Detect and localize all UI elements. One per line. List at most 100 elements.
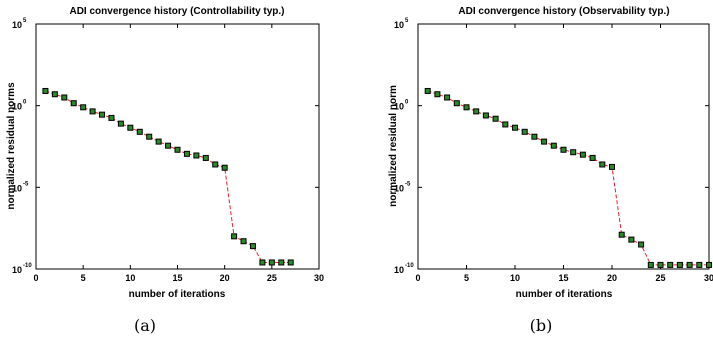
x-tick-label: 15	[172, 273, 182, 283]
chart-title: ADI convergence history (Controllability…	[69, 6, 284, 17]
data-point	[165, 142, 172, 149]
data-point	[609, 163, 615, 170]
y-tick-label: 10	[394, 265, 404, 275]
data-point	[473, 108, 480, 115]
data-point	[70, 100, 77, 107]
data-point	[117, 120, 124, 127]
data-point	[61, 94, 68, 101]
data-point	[221, 164, 228, 171]
x-tick-label: 10	[510, 273, 520, 283]
y-tick-exponent: 5	[405, 18, 409, 24]
data-point	[521, 128, 528, 135]
x-tick-label: 10	[125, 273, 135, 283]
series-line	[45, 90, 291, 263]
data-point	[541, 138, 548, 145]
y-tick-exponent: 0	[23, 100, 27, 106]
data-point	[686, 261, 693, 268]
data-point	[647, 261, 654, 268]
y-tick-label: 10	[394, 20, 404, 30]
data-point	[127, 124, 134, 131]
y-tick-exponent: -10	[23, 263, 32, 269]
data-point	[146, 133, 153, 140]
data-point	[502, 121, 509, 128]
data-point	[424, 87, 431, 94]
data-point	[482, 112, 489, 119]
x-axis-label: number of iterations	[129, 289, 226, 300]
data-point	[550, 142, 557, 149]
data-point	[531, 133, 538, 140]
data-point	[193, 152, 200, 159]
data-point	[51, 91, 58, 98]
x-tick-label: 0	[415, 273, 420, 283]
data-point	[657, 261, 664, 268]
data-point	[202, 154, 209, 161]
data-point	[99, 111, 106, 118]
x-axis: 0 5 10 15 20 25 30	[415, 24, 713, 283]
data-point	[463, 104, 470, 111]
x-axis: 0 5 10 15 20 25 30	[33, 24, 324, 283]
figure-caption: (a)	[134, 316, 156, 335]
x-tick-label: 30	[704, 273, 713, 283]
data-point	[696, 261, 703, 268]
y-tick-label: 10	[12, 183, 22, 193]
y-tick-label: 10	[394, 102, 404, 112]
y-tick-exponent: -5	[23, 181, 29, 187]
data-point	[638, 241, 645, 248]
y-tick-exponent: -5	[405, 181, 411, 187]
plot-frame	[417, 23, 710, 270]
data-series	[424, 87, 712, 268]
data-point	[453, 100, 460, 107]
y-tick-label: 10	[12, 265, 22, 275]
data-point	[231, 233, 238, 240]
data-point	[249, 243, 256, 250]
data-point	[706, 261, 712, 268]
y-tick-exponent: -10	[405, 263, 414, 269]
x-tick-label: 0	[33, 273, 38, 283]
x-tick-label: 20	[607, 273, 617, 283]
y-tick-label: 10	[12, 102, 22, 112]
x-tick-label: 25	[267, 273, 277, 283]
data-point	[136, 128, 143, 135]
chart-title: ADI convergence history (Observability t…	[458, 6, 669, 17]
y-tick-exponent: 5	[23, 18, 27, 24]
x-tick-label: 25	[655, 273, 665, 283]
data-point	[108, 114, 115, 121]
data-point	[287, 259, 294, 266]
data-point	[579, 151, 586, 158]
data-point	[444, 94, 451, 101]
data-point	[259, 259, 266, 266]
data-point	[560, 146, 567, 153]
data-point	[80, 104, 87, 111]
figure-caption: (b)	[530, 316, 553, 335]
data-series	[42, 87, 294, 266]
data-point	[42, 87, 49, 94]
x-tick-label: 20	[220, 273, 230, 283]
y-tick-label: 10	[394, 183, 404, 193]
chart-panel-a: ADI convergence history (Controllability…	[6, 6, 324, 335]
data-point	[512, 124, 518, 131]
data-point	[268, 259, 275, 266]
x-tick-label: 30	[314, 273, 324, 283]
x-tick-label: 5	[464, 273, 469, 283]
data-point	[212, 161, 219, 168]
y-axis-label: normalized residual norms	[6, 82, 17, 210]
data-point	[240, 238, 247, 245]
data-point	[89, 108, 96, 115]
data-point	[618, 231, 625, 238]
data-point	[492, 115, 499, 122]
x-tick-label: 5	[81, 273, 86, 283]
data-point	[155, 138, 162, 145]
y-tick-exponent: 0	[405, 100, 409, 106]
data-point	[676, 261, 683, 268]
data-point	[434, 91, 441, 98]
data-point	[278, 259, 285, 266]
data-point	[599, 161, 606, 168]
data-point	[589, 154, 596, 161]
data-point	[570, 149, 577, 156]
chart-panel-b: ADI convergence history (Observability t…	[388, 6, 713, 335]
data-point	[667, 261, 674, 268]
data-point	[174, 146, 181, 153]
